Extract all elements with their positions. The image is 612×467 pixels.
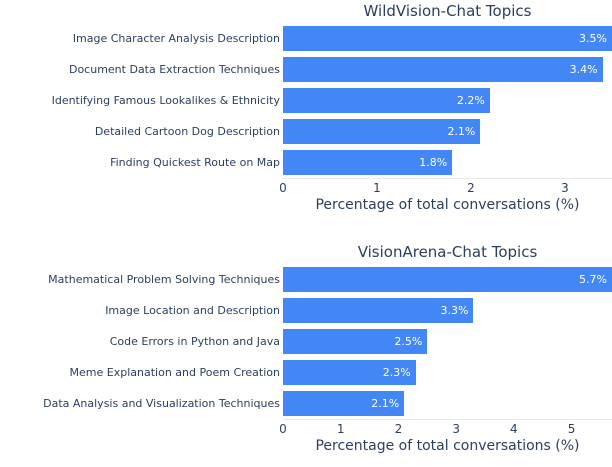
x-axis: 0 1 2 3 [279,178,612,196]
x-tick-label: 0 [279,181,287,195]
bar-row: Code Errors in Python and Java 2.5% [0,326,612,357]
x-tick-label: 4 [510,422,518,436]
bar: 2.1% [283,391,405,416]
bar-track: 2.2% [283,88,612,113]
category-label: Identifying Famous Lookalikes & Ethnicit… [51,94,280,107]
bar-value-label: 3.4% [569,63,598,76]
x-axis: 0 1 2 3 4 5 [279,419,612,437]
bar-row: Image Character Analysis Description 3.5% [0,23,612,54]
chart-title: WildVision-Chat Topics [363,2,532,20]
bar-track: 2.5% [283,329,612,354]
bar: 3.3% [283,298,474,323]
x-tick-label: 2 [467,181,475,195]
bar-track: 3.5% [283,26,612,51]
x-tick-label: 3 [561,181,569,195]
category-label: Code Errors in Python and Java [109,335,280,348]
bar-value-label: 3.5% [579,32,607,45]
bar: 5.7% [283,267,612,292]
bar: 2.1% [283,119,481,144]
category-label: Mathematical Problem Solving Techniques [48,273,280,286]
category-label: Image Location and Description [105,304,280,317]
bar-value-label: 2.2% [456,94,485,107]
bar-value-label: 2.1% [371,397,400,410]
bar-row: Data Analysis and Visualization Techniqu… [0,388,612,419]
x-axis-title: Percentage of total conversations (%) [315,438,580,454]
bar: 2.2% [283,88,490,113]
x-tick-label: 0 [279,422,287,436]
bar-rows: Image Character Analysis Description 3.5%… [0,23,612,178]
chart-visionarena-chat: VisionArena-Chat Topics Mathematical Pro… [0,242,612,456]
bar: 3.4% [283,57,603,82]
x-tick-label: 1 [373,181,381,195]
chart-wildvision-chat: WildVision-Chat Topics Image Character A… [0,1,612,215]
category-label: Finding Quickest Route on Map [110,156,280,169]
bar-row: Mathematical Problem Solving Techniques 5… [0,264,612,295]
category-label: Meme Explanation and Poem Creation [69,366,280,379]
x-tick-label: 2 [394,422,403,436]
x-tick-label: 1 [336,422,345,436]
bar: 1.8% [283,150,453,175]
category-label: Document Data Extraction Techniques [68,63,280,76]
bar-track: 3.4% [283,57,612,82]
bar-value-label: 2.1% [447,125,476,138]
bar-track: 2.3% [283,360,612,385]
bar-track: 2.1% [283,391,612,416]
bar-row: Detailed Cartoon Dog Description 2.1% [0,116,612,147]
bar-value-label: 3.3% [440,304,469,317]
bar-value-label: 2.3% [382,366,411,379]
bar-row: Identifying Famous Lookalikes & Ethnicit… [0,85,612,116]
bar-track: 5.7% [283,267,612,292]
bar-row: Finding Quickest Route on Map 1.8% [0,147,612,178]
bar-track: 3.3% [283,298,612,323]
chart-title: VisionArena-Chat Topics [357,243,538,261]
bar-track: 1.8% [283,150,612,175]
bar-row: Meme Explanation and Poem Creation 2.3% [0,357,612,388]
bar: 2.3% [283,360,416,385]
x-tick-label: 5 [567,422,576,436]
bar-track: 2.1% [283,119,612,144]
bar-value-label: 5.7% [579,273,607,286]
topics-figure: WildVision-Chat Topics Image Character A… [0,1,612,456]
category-label: Data Analysis and Visualization Techniqu… [43,397,280,410]
x-tick-label: 3 [452,422,460,436]
category-label: Detailed Cartoon Dog Description [94,125,280,138]
bar-value-label: 2.5% [394,335,423,348]
bar-value-label: 1.8% [419,156,448,169]
bar-row: Image Location and Description 3.3% [0,295,612,326]
bar-row: Document Data Extraction Techniques 3.4% [0,54,612,85]
category-label: Image Character Analysis Description [72,32,280,45]
bar: 2.5% [283,329,428,354]
bar: 3.5% [283,26,612,51]
bar-rows: Mathematical Problem Solving Techniques 5… [0,264,612,419]
x-axis-title: Percentage of total conversations (%) [315,197,580,213]
